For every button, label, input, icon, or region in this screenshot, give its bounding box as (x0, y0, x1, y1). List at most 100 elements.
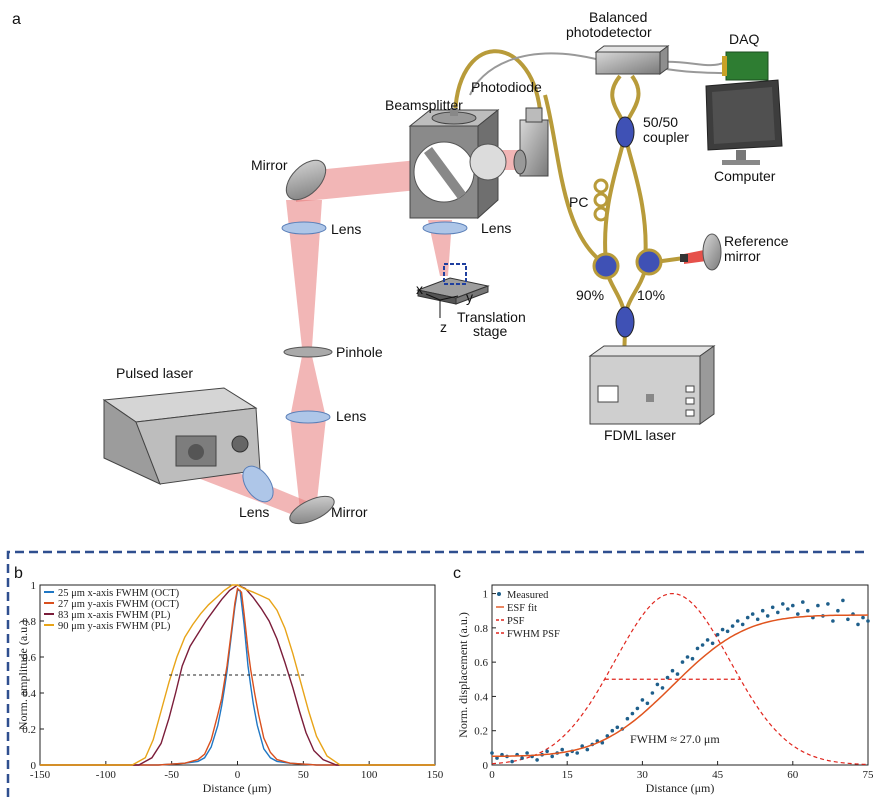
measured-point (755, 617, 760, 622)
x-tick-label: 30 (637, 769, 649, 781)
pulsed-laser-device (102, 387, 261, 485)
measured-point (705, 638, 710, 642)
measured-point (625, 716, 630, 721)
y-tick-label: 1 (31, 580, 37, 592)
esf-fit-curve (492, 614, 869, 758)
measured-point (605, 734, 610, 738)
chart-c-y-label: Norm. displacement (a.u.) (456, 612, 470, 738)
y-tick-label: 0.4 (474, 691, 488, 703)
x-tick-label: 100 (361, 769, 378, 781)
polarization-controller (593, 178, 609, 222)
measured-point (806, 608, 810, 613)
label-axis-z: z (440, 319, 447, 335)
lens-lower (285, 410, 331, 424)
label-90: 90% (576, 287, 604, 303)
y-tick-label: 0 (31, 760, 37, 772)
label-mirror-ref: mirror (724, 248, 761, 264)
panel-label-b: b (14, 565, 23, 582)
label-stage: stage (473, 323, 507, 339)
measured-point (575, 751, 579, 755)
measured-point (750, 612, 755, 616)
chart-b-x-axis: -150 -100 -50 0 50 100 150 (30, 761, 444, 781)
label-lens-lower: Lens (336, 408, 366, 424)
legend-entry-3: 90 μm y-axis FWHM (PL) (58, 621, 171, 632)
series-line-3 (40, 584, 435, 766)
measured-point (650, 691, 655, 695)
label-lens-center: Lens (481, 220, 511, 236)
x-tick-label: -150 (30, 769, 51, 781)
label-beamsplitter: Beamsplitter (385, 97, 463, 113)
measured-point (520, 756, 524, 760)
measured-point (725, 629, 730, 634)
x-tick-label: 45 (712, 769, 724, 781)
balanced-photodetector-device (594, 45, 670, 75)
chart-c-x-axis: 0 15 30 45 60 75 (489, 761, 873, 781)
measured-point (545, 749, 549, 754)
measured-point (816, 603, 820, 608)
legend-entry-fwhm: FWHM PSF (507, 629, 560, 640)
measured-point (680, 660, 685, 664)
measured-point (796, 612, 800, 616)
measured-point (735, 619, 740, 623)
measured-point (640, 698, 645, 702)
setup-diagram: a (12, 9, 789, 525)
panel-label-c: c (453, 565, 461, 582)
measured-point (760, 608, 765, 613)
measured-point (615, 725, 620, 730)
measured-point (565, 752, 569, 757)
computer-device (705, 79, 783, 165)
legend-entry-2: 83 μm x-axis FWHM (PL) (58, 610, 171, 621)
measured-point (836, 608, 840, 613)
chart-c-legend: Measured ESF fit PSF FWHM PSF (496, 590, 560, 640)
label-reference: Reference (724, 233, 789, 249)
measured-point (525, 751, 529, 755)
x-tick-label: -100 (96, 769, 117, 781)
measured-point (856, 622, 860, 627)
measured-point (791, 603, 795, 608)
legend-entry-0: 25 μm x-axis FWHM (OCT) (58, 588, 180, 599)
measured-point (700, 643, 705, 647)
fiber-couplers (615, 116, 635, 338)
measured-point (645, 701, 650, 706)
measured-point (846, 617, 850, 622)
measured-point (826, 602, 830, 606)
label-photodiode: Photodiode (471, 79, 542, 95)
measured-point (630, 711, 635, 716)
y-tick-label: 0.2 (22, 724, 36, 736)
chart-b-legend: 25 μm x-axis FWHM (OCT)27 μm y-axis FWHM… (44, 588, 180, 632)
label-pulsed-laser: Pulsed laser (116, 365, 193, 381)
x-tick-label: 50 (298, 769, 310, 781)
y-tick-label: 0.6 (22, 652, 36, 664)
measured-point (866, 619, 870, 623)
chart-b: b -150 -100 -50 0 50 100 150 0 0.2 0.4 0.6 0.8 1 25… (14, 565, 444, 795)
y-tick-label: 0.4 (22, 688, 36, 700)
measured-point (490, 751, 494, 755)
legend-swatch-measured (497, 592, 501, 596)
y-tick-label: 0.8 (22, 616, 36, 628)
measured-point (550, 754, 554, 759)
mirror-bottom (289, 495, 335, 525)
label-translation: Translation (457, 309, 526, 325)
measured-point (660, 686, 665, 690)
label-pc: PC (569, 194, 588, 210)
x-tick-label: 0 (235, 769, 241, 781)
legend-entry-measured: Measured (507, 590, 549, 601)
chart-c-frame (491, 584, 869, 766)
panel-bc-frame (6, 550, 868, 797)
x-tick-label: 15 (562, 769, 574, 781)
label-mirror-top: Mirror (251, 157, 288, 173)
lens-center (422, 221, 468, 235)
measured-point (710, 641, 715, 646)
legend-entry-psf: PSF (507, 616, 525, 627)
daq-device (722, 51, 769, 81)
chart-b-y-label: Norm. amplitude (a.u.) (16, 620, 30, 730)
measured-point (776, 610, 780, 615)
measured-point (861, 615, 865, 620)
measured-point (580, 744, 584, 748)
measured-point (585, 747, 590, 752)
chart-b-series (40, 584, 435, 766)
measured-point (510, 759, 514, 764)
chart-c-x-label: Distance (μm) (646, 781, 715, 795)
label-axis-y: y (466, 289, 473, 305)
